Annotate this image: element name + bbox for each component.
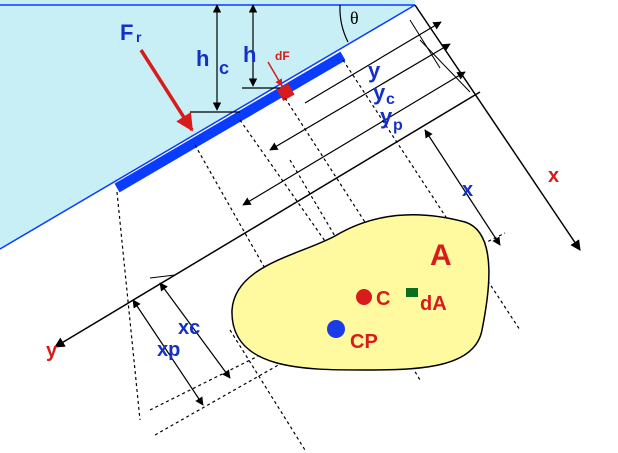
yp-sub: p <box>393 117 403 134</box>
yp-dimension-arrow <box>242 71 466 206</box>
centroid-label: C <box>376 288 390 310</box>
centroid-point <box>356 289 372 305</box>
x-axis-line <box>414 4 581 251</box>
resultant-force-sub: r <box>136 29 142 45</box>
yc-label: y <box>373 80 386 105</box>
xc-label: xc <box>178 317 200 339</box>
x-axis-label: x <box>548 165 559 187</box>
resultant-force-arrow <box>139 49 194 132</box>
x-dimension-label: x <box>462 179 473 201</box>
yp-label: y <box>380 104 393 129</box>
y-axis-line <box>54 91 481 348</box>
center-of-pressure-label: CP <box>350 331 378 353</box>
xc-extension <box>149 274 176 279</box>
xp-label: xp <box>157 339 180 361</box>
extension-2 <box>419 39 471 93</box>
element-da <box>406 288 418 297</box>
center-of-pressure-point <box>327 320 345 338</box>
resultant-force-label: F <box>120 20 133 45</box>
element-da-label: dA <box>420 293 447 315</box>
hc-sub: c <box>219 58 229 78</box>
angle-arc <box>339 4 349 43</box>
xp-dimension-arrow <box>132 299 204 406</box>
extension-1 <box>409 19 441 69</box>
y-axis-bottom-label: y <box>46 340 58 362</box>
x-dimension-arrow <box>424 129 501 246</box>
area-label: A <box>430 239 452 272</box>
hc-label: h <box>196 46 209 71</box>
angle-label: θ <box>350 8 359 28</box>
df-label: dF <box>275 49 290 63</box>
h-label: h <box>243 42 256 67</box>
yc-sub: c <box>386 91 395 108</box>
y-label-top: y <box>368 58 381 83</box>
